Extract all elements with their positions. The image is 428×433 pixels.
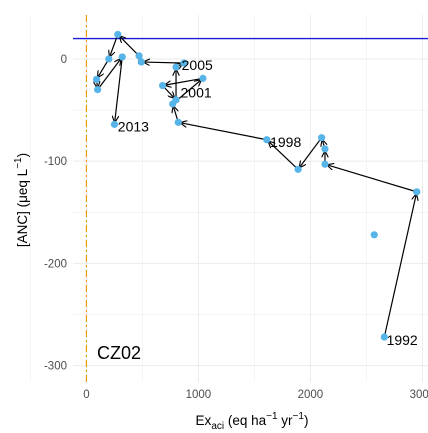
data-point: [413, 188, 421, 196]
data-point: [172, 96, 180, 104]
data-point: [172, 63, 180, 71]
data-point: [370, 231, 378, 239]
data-point: [318, 134, 326, 142]
y-tick-label: 0: [61, 54, 67, 66]
data-point: [174, 118, 182, 126]
x-axis-title: Exaci (eq ha−1 yr−1): [196, 411, 309, 432]
data-point: [199, 74, 207, 82]
data-point: [180, 59, 188, 67]
trajectory-arrow: [98, 59, 121, 88]
data-point: [114, 30, 122, 39]
y-tick-label: -300: [44, 361, 67, 373]
x-tick-label: 1000: [186, 389, 212, 401]
data-point: [321, 145, 329, 153]
trajectory-arrow: [98, 60, 109, 77]
site-label: CZ02: [97, 343, 141, 363]
data-point: [92, 75, 101, 84]
data-point: [110, 120, 119, 128]
point-labels: 1992 1998 2001 2005 2013: [118, 57, 418, 348]
trajectory-arrow: [327, 165, 415, 192]
trajectory-arrow: [300, 139, 321, 168]
year-label: 2001: [181, 85, 212, 101]
trajectory-arrow: [384, 194, 416, 335]
data-point: [118, 53, 126, 61]
trajectory-arrow: [120, 36, 138, 55]
trajectory-arrow: [165, 78, 201, 85]
x-tick-label: 0: [83, 389, 89, 401]
trajectory-arrow: [144, 62, 182, 63]
data-point: [105, 55, 113, 63]
reference-lines: [73, 15, 428, 382]
y-axis-title: [ANC] (μeq L−1): [13, 153, 30, 247]
data-points: [92, 30, 421, 341]
data-point: [263, 136, 271, 144]
data-point: [158, 81, 167, 90]
trajectory-arrow: [269, 141, 297, 169]
trajectory-arrow: [181, 123, 265, 140]
data-point: [135, 52, 143, 60]
data-point: [94, 86, 102, 94]
year-label: 2013: [118, 118, 149, 134]
data-point: [137, 58, 145, 66]
plot-panel: [73, 15, 428, 382]
trajectory-arrow: [110, 36, 118, 57]
trajectory-arrows: [97, 36, 417, 335]
year-label: 1998: [270, 134, 301, 150]
year-label: 2005: [182, 57, 213, 73]
trajectory-arrow: [173, 106, 177, 121]
data-point: [380, 333, 388, 341]
x-tick-label: 2000: [298, 389, 324, 401]
year-label: 1992: [387, 332, 418, 348]
trajectory-arrow: [115, 59, 123, 122]
y-tick-label: -200: [44, 258, 67, 270]
y-tick-label: -100: [44, 156, 67, 168]
data-point: [294, 165, 302, 173]
data-point: [321, 160, 329, 168]
trajectory-arrow: [163, 86, 174, 98]
